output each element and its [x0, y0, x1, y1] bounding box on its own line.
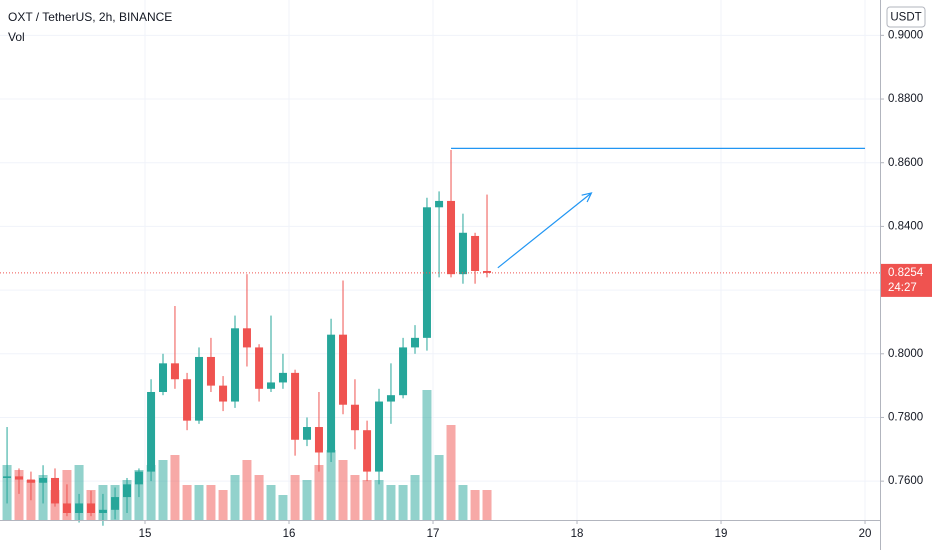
candle-body	[134, 471, 143, 485]
volume-bar	[302, 480, 312, 520]
y-tick-label: 0.9000	[888, 29, 923, 41]
volume-bar	[386, 485, 396, 520]
volume-bar	[170, 455, 180, 520]
volume-bar	[410, 475, 420, 520]
candle-body	[411, 337, 420, 348]
last-price-label: 0.8254	[888, 267, 924, 279]
candle-body	[206, 356, 215, 386]
x-tick-label: 18	[571, 528, 584, 540]
volume-bar	[458, 485, 468, 520]
candle-body	[314, 427, 323, 453]
candle-body	[399, 347, 408, 396]
candle-body	[327, 334, 336, 453]
volume-bar	[290, 475, 300, 520]
candle-body	[458, 232, 467, 275]
candle-body	[303, 427, 312, 440]
currency: USDT	[890, 12, 921, 24]
volume-bar	[350, 475, 360, 520]
candle-body	[98, 509, 107, 513]
volume-bar	[194, 485, 204, 520]
volume-bar	[434, 455, 444, 520]
candle-body	[242, 328, 251, 348]
chart-title: OXT / TetherUS, 2h, BINANCE	[8, 10, 172, 24]
candle-body	[386, 395, 395, 402]
candle-body	[26, 479, 35, 483]
candle-body	[170, 363, 179, 380]
candle-body	[123, 484, 132, 498]
volume-bar	[362, 480, 372, 520]
volume-bar	[422, 390, 432, 520]
x-tick-label: 16	[283, 528, 296, 540]
candle-body	[147, 391, 156, 472]
currency-box[interactable]	[886, 6, 926, 28]
volume-bar	[146, 465, 156, 520]
candle-body	[75, 503, 84, 513]
volume-bar	[326, 450, 336, 520]
volume-bar	[278, 495, 288, 520]
volume-bar	[482, 490, 492, 520]
x-tick-label: 15	[139, 528, 152, 540]
candle-body	[350, 404, 359, 431]
volume-bar	[266, 485, 276, 520]
volume-bar	[74, 465, 84, 520]
volume-label: Vol	[8, 30, 25, 44]
candle-body	[195, 356, 204, 421]
candle-body	[339, 334, 348, 405]
candle-body	[471, 235, 480, 271]
candle-body	[483, 270, 492, 273]
candle-body	[219, 385, 228, 402]
candle-body	[278, 372, 287, 383]
countdown: 24:27	[888, 282, 917, 294]
candle-body	[267, 382, 276, 389]
volume-bar	[314, 465, 324, 520]
y-tick-label: 0.8800	[888, 93, 923, 105]
x-tick-label: 17	[427, 528, 440, 540]
y-tick-label: 0.8600	[888, 157, 923, 169]
candle-body	[363, 430, 372, 472]
x-tick-label: 20	[859, 528, 872, 540]
volume-bar	[206, 485, 216, 520]
candle-body	[111, 497, 120, 510]
candle-body	[183, 379, 192, 421]
candle-body	[255, 347, 264, 389]
volume-bar	[254, 475, 264, 520]
y-tick-label: 0.8000	[888, 348, 923, 360]
volume-bar	[158, 460, 168, 520]
y-tick-label: 0.8400	[888, 220, 923, 232]
candle-body	[447, 200, 456, 275]
volume-bar	[398, 485, 408, 520]
volume-bar	[14, 470, 24, 520]
x-tick-label: 19	[715, 528, 728, 540]
candle-body	[231, 328, 240, 402]
candle-body	[15, 476, 24, 480]
candle-body	[435, 200, 444, 208]
candle-body	[291, 372, 300, 440]
candle-body	[3, 476, 12, 478]
volume-bar	[182, 485, 192, 520]
y-tick-label: 0.7800	[888, 411, 923, 423]
volume-bar	[338, 460, 348, 520]
candle-body	[159, 363, 168, 392]
y-tick-label: 0.7600	[888, 475, 923, 487]
last-price-box	[881, 263, 932, 297]
arrow	[497, 192, 593, 269]
volume-bar	[242, 460, 252, 520]
volume-bar	[374, 480, 384, 520]
volume-bar	[218, 490, 228, 520]
candle-body	[39, 477, 48, 483]
candle-body	[51, 477, 60, 504]
volume-bar	[446, 425, 456, 520]
candle-body	[87, 503, 96, 513]
volume-bar	[470, 490, 480, 520]
candle-body	[62, 503, 71, 513]
volume-bar	[230, 475, 240, 520]
candle-body	[375, 401, 384, 472]
